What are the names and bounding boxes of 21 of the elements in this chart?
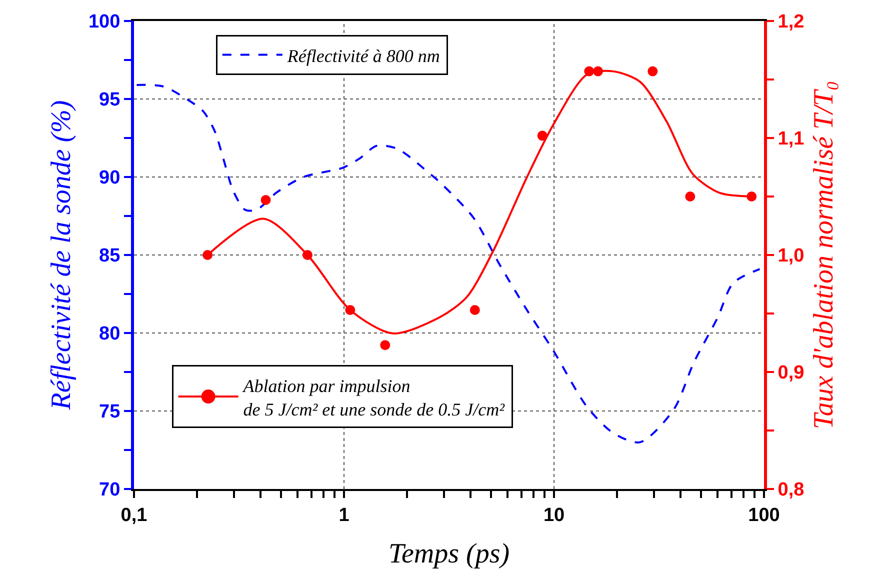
- legend-label: Réflectivité à 800 nm: [286, 46, 440, 66]
- y2-tick-label: 0,9: [778, 362, 804, 384]
- y2-tick-label: 1,0: [778, 246, 804, 267]
- x-tick-label: 10: [543, 504, 565, 526]
- y-tick-label: 75: [99, 402, 121, 423]
- x-axis-title: Temps (ps): [388, 538, 510, 570]
- y2-tick-label: 0,8: [778, 480, 804, 501]
- y-tick-label: 85: [99, 246, 121, 267]
- legend-label: Ablation par impulsion de 5 J/cm² et une sonde de 0.5 J/cm²: [242, 376, 506, 420]
- y-tick-label: 100: [88, 12, 120, 33]
- x-tick-label: 1: [338, 504, 350, 526]
- y2-tick-label: 1,2: [778, 12, 804, 33]
- x-tick-label: 100: [748, 504, 780, 526]
- y2-tick-label: 1,1: [778, 128, 805, 150]
- y-tick-label: 95: [99, 90, 121, 111]
- y-tick-label: 80: [99, 324, 120, 345]
- y-tick-label: 70: [99, 480, 120, 501]
- y-tick-label: 90: [99, 168, 120, 189]
- y-axis-title: Réflectivité de la sonde (%): [46, 100, 78, 411]
- x-tick-label: 0,1: [120, 504, 148, 526]
- y2-axis-title: Taux d'ablation normalisé T/T₀: [808, 80, 840, 430]
